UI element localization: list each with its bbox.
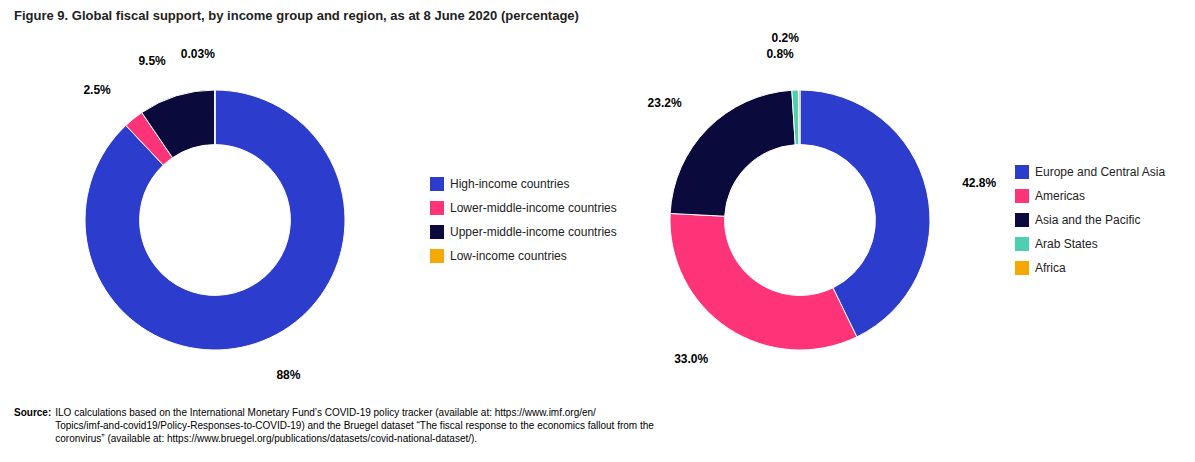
legend-swatch [1015, 237, 1029, 251]
figure: Figure 9. Global fiscal support, by inco… [0, 0, 1195, 462]
annotation: Source: [14, 407, 51, 418]
slice [670, 90, 795, 216]
annotation: ILO calculations based on the Internatio… [55, 407, 596, 418]
data-label: 0.03% [181, 47, 215, 61]
data-label: 42.8% [962, 176, 996, 190]
legend-item: Lower-middle-income countries [430, 201, 617, 215]
data-label: 0.8% [766, 47, 794, 61]
data-label: 33.0% [674, 352, 708, 366]
data-labels: 42.8% 33.0% 23.2% 0.8% 0.2% [648, 31, 997, 366]
legend-label: Arab States [1035, 237, 1098, 251]
legend-swatch [430, 201, 444, 215]
data-label: 88% [276, 368, 300, 382]
legend-label: Asia and the Pacific [1035, 213, 1140, 227]
legend-label: Lower-middle-income countries [450, 201, 617, 215]
slices [670, 90, 930, 350]
legend-swatch [1015, 165, 1029, 179]
legend-label: Upper-middle-income countries [450, 225, 617, 239]
legend-label: Americas [1035, 189, 1085, 203]
legend-label: Europe and Central Asia [1035, 165, 1165, 179]
legend-item: Asia and the Pacific [1015, 213, 1140, 227]
donut-chart: 42.8% 33.0% 23.2% 0.8% 0.2% [648, 31, 997, 366]
legend: High-income countries Lower-middle-income… [430, 177, 617, 263]
data-label: 2.5% [83, 83, 111, 97]
legend-item: Arab States [1015, 237, 1098, 251]
legend-item: High-income countries [430, 177, 569, 191]
legend-item: Americas [1015, 189, 1085, 203]
slice [670, 213, 857, 350]
slice [85, 90, 345, 350]
legend-item: Africa [1015, 261, 1066, 275]
data-labels: 88% 2.5% 9.5% 0.03% [83, 47, 300, 382]
donut-chart: 88% 2.5% 9.5% 0.03% [83, 47, 345, 382]
slice [792, 90, 799, 145]
legend-item: Low-income countries [430, 249, 567, 263]
legend-label: High-income countries [450, 177, 569, 191]
data-label: 0.2% [772, 31, 800, 45]
legend-swatch [430, 249, 444, 263]
data-label: 9.5% [138, 54, 166, 68]
legend-swatch [1015, 261, 1029, 275]
source-note: Source: ILO calculations based on the Int… [14, 407, 654, 444]
slice [798, 90, 800, 145]
legend: Europe and Central Asia Americas Asia and … [1015, 165, 1165, 275]
legend-label: Low-income countries [450, 249, 567, 263]
legend-swatch [1015, 213, 1029, 227]
legend-item: Europe and Central Asia [1015, 165, 1165, 179]
annotation: Topics/imf-and-covid19/Policy-Responses-… [55, 420, 654, 431]
title: Figure 9. Global fiscal support, by inco… [14, 8, 579, 23]
slices [85, 90, 345, 350]
legend-swatch [430, 225, 444, 239]
legend-label: Africa [1035, 261, 1066, 275]
slice [214, 90, 215, 145]
annotation: coronvirus” (available at: https://www.b… [55, 433, 477, 444]
slice [142, 90, 215, 158]
legend-item: Upper-middle-income countries [430, 225, 617, 239]
legend-swatch [1015, 189, 1029, 203]
legend-swatch [430, 177, 444, 191]
data-label: 23.2% [648, 96, 682, 110]
